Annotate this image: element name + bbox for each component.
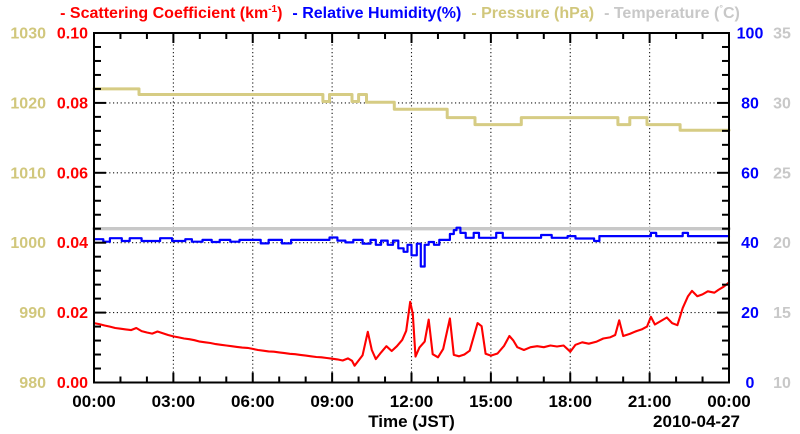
- scattering-axis-tick-label: 0.02: [57, 305, 88, 322]
- scattering-axis-tick-label: 0.04: [57, 235, 88, 252]
- x-axis-tick-label: 00:00: [707, 392, 750, 411]
- legend-scattering-exponent: -1: [268, 4, 278, 15]
- humidity-axis-tick-label: 100: [737, 26, 764, 43]
- temperature-axis-tick-label: 15: [773, 305, 791, 322]
- legend-temperature: - Temperature (°C): [604, 3, 740, 22]
- scattering-axis-tick-label: 0.08: [57, 95, 88, 112]
- legend-scattering-text: - Scattering Coefficient (km: [60, 5, 269, 22]
- humidity-axis-tick-label: 60: [741, 165, 759, 182]
- pressure-axis-tick-label: 990: [19, 305, 46, 322]
- pressure-series-line: [92, 87, 731, 132]
- legend-scattering-coefficient: - Scattering Coefficient (km-1): [60, 4, 283, 22]
- x-axis-tick-label: 18:00: [549, 392, 592, 411]
- x-axis-tick-label: 09:00: [310, 392, 353, 411]
- pressure-axis-tick-label: 1020: [10, 95, 46, 112]
- pressure-axis-tick-label: 1030: [10, 26, 46, 43]
- chart-legend: - Scattering Coefficient (km-1) - Relativ…: [0, 3, 800, 23]
- scattering-coefficient-series-line: [92, 281, 731, 367]
- pressure-axis-tick-label: 1010: [10, 165, 46, 182]
- relative-humidity-series-line: [92, 226, 731, 268]
- temperature-axis-tick-label: 20: [773, 235, 791, 252]
- temperature-axis-tick-label: 10: [773, 375, 791, 392]
- x-axis-tick-label: 12:00: [390, 392, 433, 411]
- humidity-axis-tick-label: 80: [741, 95, 759, 112]
- x-axis-tick-label: 21:00: [628, 392, 671, 411]
- humidity-axis-tick-label: 20: [741, 305, 759, 322]
- degree-symbol: °: [719, 3, 723, 13]
- legend-relative-humidity: - Relative Humidity(%): [292, 5, 462, 22]
- pressure-axis-tick-label: 1000: [10, 235, 46, 252]
- x-axis-title: Time (JST): [368, 412, 455, 431]
- scattering-axis-tick-label: 0.06: [57, 165, 88, 182]
- legend-pressure: - Pressure (hPa): [471, 5, 595, 22]
- x-axis-tick-label: 03:00: [152, 392, 195, 411]
- legend-scattering-close: ): [277, 5, 283, 22]
- pressure-axis-tick-label: 980: [19, 375, 46, 392]
- humidity-axis-tick-label: 0: [746, 375, 755, 392]
- scattering-axis-tick-label: 0.00: [57, 375, 88, 392]
- humidity-axis-tick-label: 40: [741, 235, 759, 252]
- x-axis-tick-label: 00:00: [72, 392, 115, 411]
- temperature-axis-tick-label: 30: [773, 95, 791, 112]
- x-axis-tick-label: 06:00: [231, 392, 274, 411]
- date-annotation: 2010-04-27: [653, 412, 740, 431]
- temperature-axis-tick-label: 35: [773, 26, 791, 43]
- temperature-axis-tick-label: 25: [773, 165, 791, 182]
- x-axis-tick-label: 15:00: [469, 392, 512, 411]
- legend-temperature-text: - Temperature (: [604, 5, 720, 22]
- legend-temperature-close: C): [722, 5, 740, 22]
- scattering-axis-tick-label: 0.10: [57, 26, 88, 43]
